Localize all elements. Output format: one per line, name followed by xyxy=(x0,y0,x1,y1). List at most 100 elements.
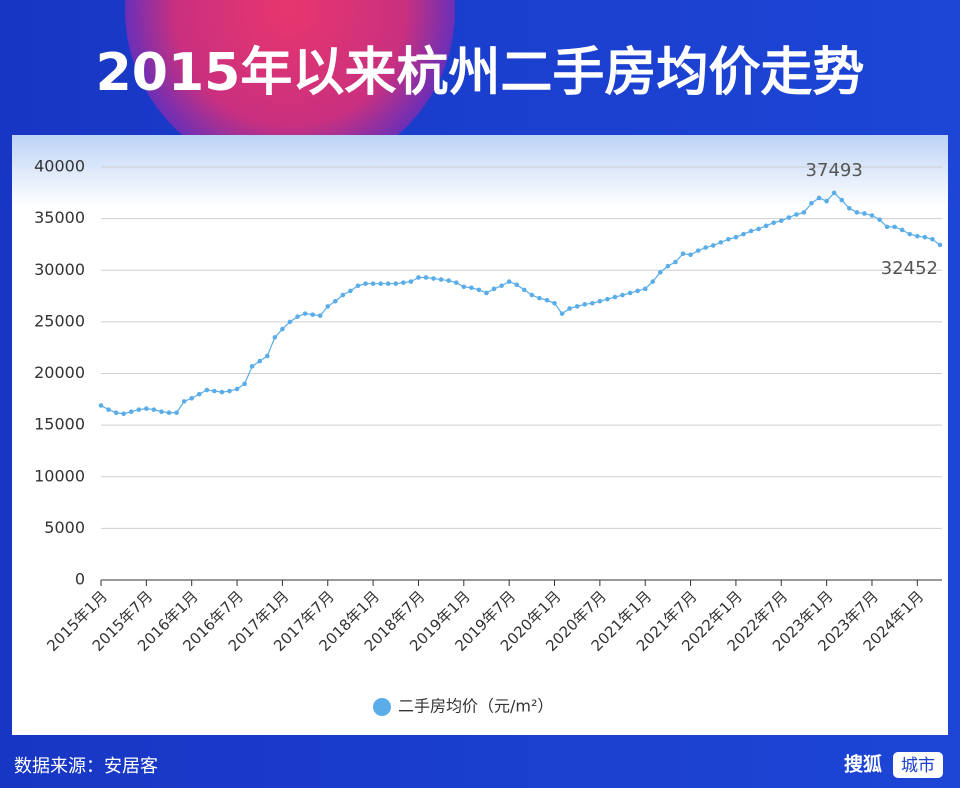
data-point xyxy=(620,292,625,298)
data-point xyxy=(317,313,323,318)
data-point xyxy=(741,231,746,237)
data-point xyxy=(688,252,693,258)
data-point xyxy=(590,300,595,306)
data-point xyxy=(726,236,731,242)
data-point xyxy=(264,353,270,359)
data-point xyxy=(710,243,716,248)
data-point xyxy=(159,409,164,415)
data-point xyxy=(869,213,875,218)
y-tick-label: 5000 xyxy=(44,518,85,537)
data-point xyxy=(166,410,172,416)
data-point xyxy=(824,198,829,204)
data-point xyxy=(333,298,338,304)
data-point xyxy=(310,312,315,317)
data-point xyxy=(196,391,202,397)
data-point xyxy=(839,197,845,203)
data-point xyxy=(98,403,104,408)
data-point xyxy=(642,286,648,292)
data-point xyxy=(529,292,535,298)
data-point xyxy=(249,363,255,369)
data-point xyxy=(567,306,572,311)
data-point xyxy=(673,259,678,265)
y-tick-label: 25000 xyxy=(34,311,85,330)
data-point xyxy=(431,276,436,281)
data-point xyxy=(212,388,217,394)
data-point xyxy=(635,288,640,294)
y-tick-label: 30000 xyxy=(34,260,85,279)
data-point xyxy=(302,311,308,316)
data-point xyxy=(877,217,882,222)
data-point xyxy=(846,206,852,211)
data-label: 32452 xyxy=(881,258,938,279)
y-tick-label: 35000 xyxy=(34,208,85,227)
data-point xyxy=(340,292,346,298)
legend-marker xyxy=(373,698,391,716)
data-point xyxy=(189,395,195,401)
y-tick-label: 40000 xyxy=(34,157,85,176)
data-point xyxy=(446,278,451,283)
data-point xyxy=(499,283,504,289)
data-point xyxy=(862,211,867,216)
data-point xyxy=(408,279,414,284)
data-point xyxy=(461,284,467,290)
chart-title: 2015年以来杭州二手房均价走势 xyxy=(96,43,865,103)
y-tick-label: 15000 xyxy=(34,415,85,434)
data-point xyxy=(219,389,225,395)
data-point xyxy=(204,387,210,393)
data-point xyxy=(521,287,527,293)
data-point xyxy=(484,290,489,296)
data-point xyxy=(227,388,232,394)
data-point xyxy=(703,245,708,250)
data-point xyxy=(363,281,368,286)
data-point xyxy=(552,300,557,306)
data-point xyxy=(136,407,142,412)
data-point xyxy=(401,280,406,285)
data-point xyxy=(287,319,293,325)
data-point xyxy=(778,218,784,223)
data-point xyxy=(582,302,588,307)
data-point xyxy=(121,411,126,417)
data-point xyxy=(559,311,565,316)
data-point xyxy=(423,275,429,280)
data-point xyxy=(453,280,459,285)
data-point xyxy=(113,410,119,416)
data-point xyxy=(438,277,444,282)
data-point xyxy=(892,224,897,230)
brand-tag-box xyxy=(893,752,943,778)
data-point xyxy=(234,386,240,392)
data-point xyxy=(416,275,421,280)
data-point xyxy=(930,236,935,242)
decoration xyxy=(125,0,455,175)
data-point xyxy=(680,251,686,257)
data-point xyxy=(907,231,913,237)
data-point xyxy=(280,326,285,332)
series-line xyxy=(100,192,941,415)
data-point xyxy=(816,195,822,201)
data-point xyxy=(325,304,331,309)
chart-panel xyxy=(12,135,948,735)
brand: 搜狐 xyxy=(844,753,882,776)
data-point xyxy=(544,297,550,303)
data-point xyxy=(378,281,383,286)
data-point xyxy=(922,234,928,240)
data-point xyxy=(514,282,520,288)
y-tick-label: 0 xyxy=(75,570,85,589)
data-point xyxy=(695,248,701,253)
y-tick-label: 20000 xyxy=(34,363,85,382)
data-point xyxy=(295,314,300,320)
data-point xyxy=(106,407,111,412)
data-point xyxy=(627,290,633,296)
data-point xyxy=(809,200,814,206)
data-point xyxy=(854,210,860,215)
data-point xyxy=(801,210,807,215)
data-point xyxy=(831,190,837,196)
data-point xyxy=(506,279,512,284)
data-point xyxy=(899,227,905,233)
data-point xyxy=(650,279,656,284)
data-point xyxy=(385,281,391,286)
data-point xyxy=(665,263,671,269)
data-point xyxy=(272,335,278,340)
data-point xyxy=(771,220,777,226)
data-point xyxy=(181,399,187,404)
data-point xyxy=(144,406,149,411)
